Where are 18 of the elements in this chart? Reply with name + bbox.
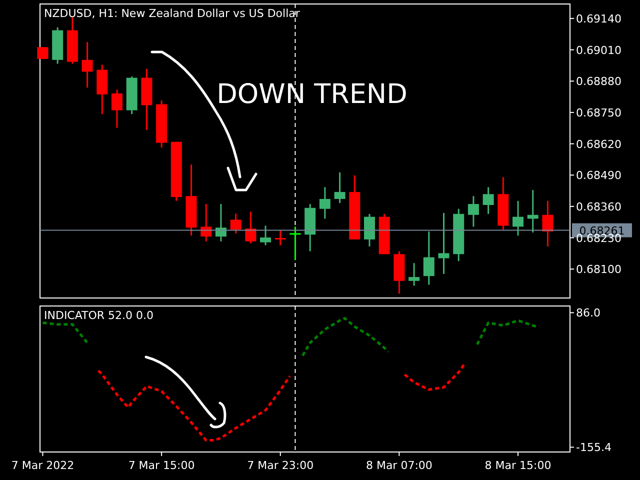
x-tick-label: 7 Mar 2022 xyxy=(11,459,74,472)
y-tick-label: 0.69010 xyxy=(576,44,622,57)
y-tick-label: 0.68360 xyxy=(576,200,622,214)
chart-title: INDICATOR 52.0 0.0 xyxy=(44,309,154,322)
x-tick-label: 7 Mar 23:00 xyxy=(247,459,314,472)
y-tick-label: 0.68490 xyxy=(576,169,622,182)
x-tick-label: 7 Mar 15:00 xyxy=(128,459,195,472)
y-tick-label: -155.4 xyxy=(576,441,612,454)
x-tick-label: 8 Mar 07:00 xyxy=(366,459,432,472)
y-tick-label: 0.69140 xyxy=(576,12,622,26)
x-tick-label: 8 Mar 15:00 xyxy=(484,459,552,472)
chart-title: NZDUSD, H1: New Zealand Dollar vs US Dollar xyxy=(44,7,300,20)
y-tick-label: 0.68100 xyxy=(576,263,622,276)
y-tick-label: 86.0 xyxy=(576,306,600,320)
y-tick-label: 0.68620 xyxy=(576,138,622,151)
y-tick-label: 0.68750 xyxy=(576,106,622,120)
annotation: DOWN TREND xyxy=(216,79,408,110)
y-tick-label: 0.68880 xyxy=(576,75,622,88)
